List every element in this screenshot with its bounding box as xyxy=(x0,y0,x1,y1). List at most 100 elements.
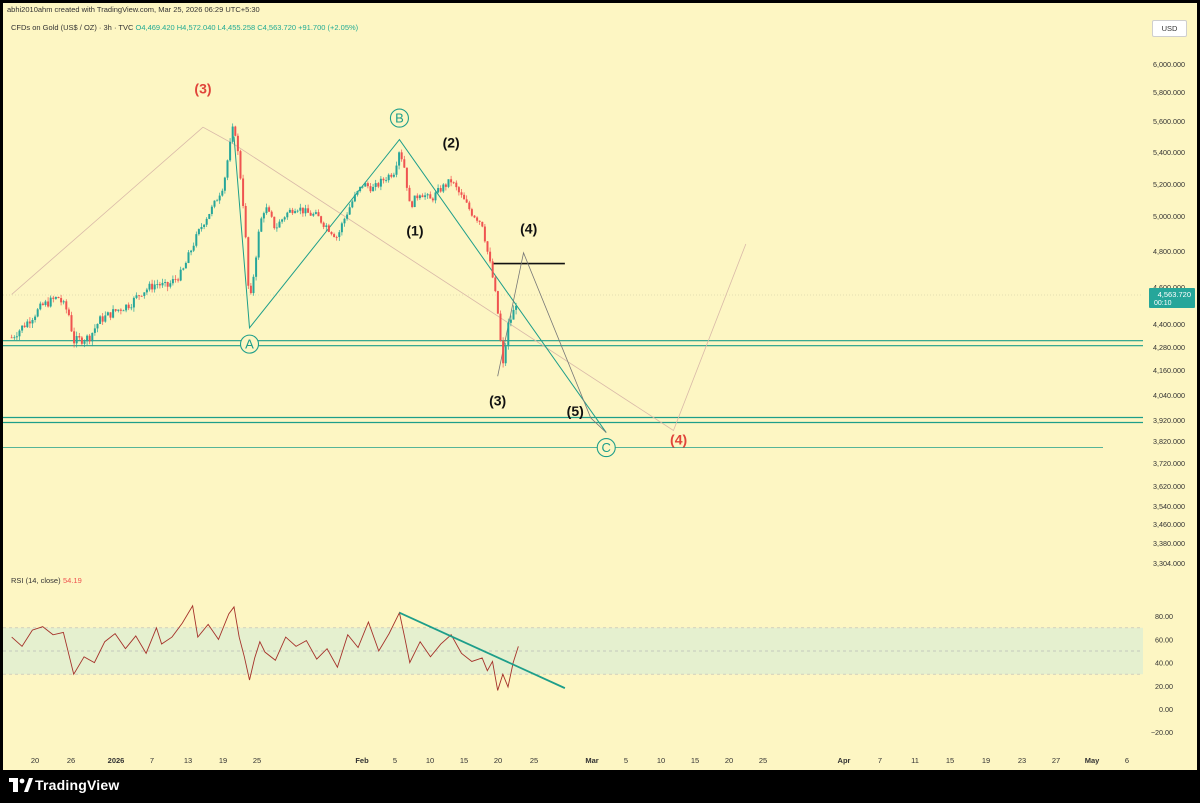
candle xyxy=(21,325,24,331)
candle xyxy=(197,229,200,235)
candle xyxy=(374,183,377,187)
time-tick-label: 20 xyxy=(31,756,39,765)
candle xyxy=(268,207,271,212)
time-tick-label: 5 xyxy=(393,756,397,765)
candle xyxy=(465,199,468,203)
candle xyxy=(509,319,512,323)
candle xyxy=(502,340,505,364)
price-tick-label: 6,000.000 xyxy=(1153,60,1185,69)
candle xyxy=(377,183,380,187)
candle xyxy=(494,277,497,292)
candle xyxy=(231,126,234,142)
candle xyxy=(421,195,424,198)
price-tick-label: 3,620.000 xyxy=(1153,482,1185,491)
candle xyxy=(356,191,359,195)
candle xyxy=(104,315,107,322)
candle xyxy=(179,269,182,281)
candle xyxy=(101,316,104,322)
candle xyxy=(229,141,232,161)
time-tick-label: 20 xyxy=(494,756,502,765)
candle xyxy=(504,346,507,364)
candle xyxy=(135,295,138,298)
candle xyxy=(262,213,265,219)
chart-canvas[interactable]: (3) B (2) (1) (4) A (3) (5) C (4) 6,000.000 5,800.0… xyxy=(3,3,1197,770)
candle xyxy=(138,295,141,297)
last-price-value: 4,563.720 xyxy=(1158,290,1191,299)
time-tick-label: Apr xyxy=(838,756,851,765)
candle xyxy=(78,336,81,338)
candle xyxy=(41,303,44,305)
candle xyxy=(218,195,221,201)
candle xyxy=(132,297,135,308)
bar-countdown: 00:10 xyxy=(1154,300,1172,307)
candle xyxy=(330,231,333,235)
candle xyxy=(340,223,343,233)
wave-label: (3) xyxy=(194,80,211,96)
candle xyxy=(499,313,502,341)
wave-label: (4) xyxy=(670,431,687,447)
candle xyxy=(301,207,304,214)
candle xyxy=(483,226,486,242)
candle xyxy=(392,174,395,177)
candle xyxy=(273,216,276,229)
candle xyxy=(348,207,351,215)
candle xyxy=(400,152,403,160)
candle xyxy=(192,245,195,251)
candle xyxy=(507,322,510,347)
candle xyxy=(54,297,57,299)
price-tick-label: 3,820.000 xyxy=(1153,437,1185,446)
price-tick-label: 4,040.000 xyxy=(1153,391,1185,400)
candle xyxy=(286,212,289,218)
rsi-last-value: 54.19 xyxy=(63,576,82,585)
time-tick-label: 10 xyxy=(657,756,665,765)
candle xyxy=(182,268,185,270)
price-tick-label: 4,800.000 xyxy=(1153,247,1185,256)
candle xyxy=(379,178,382,187)
candle xyxy=(429,194,432,199)
candle xyxy=(96,323,99,329)
wave-label-a: A xyxy=(245,337,254,352)
wave-label: (1) xyxy=(406,222,423,238)
candle xyxy=(112,309,115,318)
candle xyxy=(291,209,294,214)
price-tick-label: 3,380.000 xyxy=(1153,539,1185,548)
candle xyxy=(434,192,437,201)
candle xyxy=(403,159,406,168)
symbol-title[interactable]: CFDs on Gold (US$ / OZ) · 3h · TVC xyxy=(11,23,134,32)
candle xyxy=(468,202,471,210)
candle xyxy=(166,281,169,287)
wave-label: (2) xyxy=(443,134,460,150)
candle xyxy=(473,215,476,218)
candle xyxy=(294,211,297,214)
candle xyxy=(203,224,206,228)
candle xyxy=(158,284,161,286)
candle xyxy=(210,206,213,214)
price-tick-label: 4,160.000 xyxy=(1153,366,1185,375)
candle xyxy=(86,335,89,342)
candle xyxy=(93,328,96,333)
time-tick-label: 15 xyxy=(946,756,954,765)
candle xyxy=(177,279,180,281)
candle xyxy=(31,319,34,324)
candle xyxy=(99,316,102,324)
time-tick-label: 11 xyxy=(911,756,919,765)
candle xyxy=(47,301,50,307)
currency-button[interactable]: USD xyxy=(1152,20,1187,37)
time-tick-label: 7 xyxy=(150,756,154,765)
candle xyxy=(10,337,13,339)
candle xyxy=(439,187,442,192)
rsi-tick-label: −20.00 xyxy=(1151,728,1173,737)
candle xyxy=(512,309,515,320)
candle xyxy=(369,186,372,192)
candle xyxy=(281,219,284,222)
candle xyxy=(114,309,117,311)
candle xyxy=(317,212,320,217)
candle xyxy=(70,315,73,332)
wave-label-circle xyxy=(239,334,260,354)
candle xyxy=(39,303,42,310)
price-tick-label: 5,000.000 xyxy=(1153,212,1185,221)
price-tick-label: 5,200.000 xyxy=(1153,180,1185,189)
candle xyxy=(283,217,286,220)
candle xyxy=(307,208,310,213)
candle xyxy=(18,330,21,337)
